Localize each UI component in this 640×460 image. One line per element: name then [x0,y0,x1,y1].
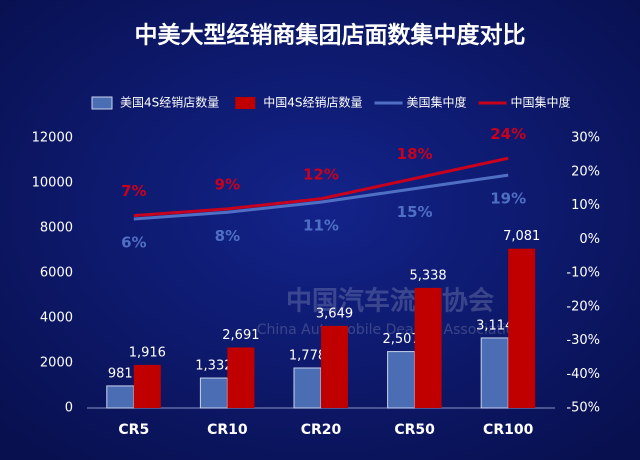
bar [321,325,348,408]
line-value-label: 24% [490,125,526,143]
y-tick-label: 12000 [32,131,73,146]
bar-value-label: 2,507 [382,332,419,347]
line-value-label: 9% [215,175,240,193]
x-tick-label: CR20 [301,422,342,438]
y2-tick-label: -40% [566,367,600,382]
line-value-label: 11% [303,217,339,235]
y2-tick-label: -20% [566,299,600,314]
y2-tick-label: -50% [566,401,600,416]
bar-value-label: 7,081 [503,229,540,244]
line [133,156,509,218]
watermark: 中国汽车流通协会 [286,286,494,317]
line-value-label: 12% [303,165,339,183]
y-tick-label: 0 [65,401,73,416]
x-tick-label: CR5 [118,422,149,438]
line-value-label: 18% [397,145,433,163]
bar [293,367,322,409]
y-tick-label: 8000 [40,221,73,236]
bar-value-label: 1,916 [129,345,166,360]
bar-value-label: 3,649 [316,306,353,321]
y2-tick-label: 10% [571,198,600,213]
line-value-label: 15% [397,203,433,221]
bar [414,287,442,408]
legend-label: 美国集中度 [407,95,467,110]
line [133,173,509,221]
bar-value-label: 1,778 [289,348,326,363]
y-tick-label: 6000 [40,266,73,281]
bar-value-label: 3,114 [476,318,513,333]
bar [106,385,135,409]
bar [387,351,416,409]
bar-value-label: 981 [108,366,133,381]
x-tick-label: CR10 [207,422,248,438]
legend-swatch [91,96,113,110]
chart-title: 中美大型经销商集团店面数集中度对比 [135,22,526,49]
y2-tick-label: 30% [571,131,600,146]
line-value-label: 19% [490,190,526,208]
y-tick-label: 4000 [40,311,73,326]
line-value-label: 7% [121,182,146,200]
x-tick-label: CR100 [483,422,534,438]
bar [227,347,255,408]
y2-tick-label: 20% [571,164,600,179]
line-value-label: 6% [121,234,146,252]
legend-label: 美国4S经销店数量 [120,95,219,110]
y-tick-label: 10000 [32,176,73,191]
bar [133,364,161,408]
legend-label: 中国集中度 [511,95,571,110]
bar-value-label: 1,332 [195,359,232,374]
y-tick-label: 2000 [40,356,73,371]
bar [199,377,228,409]
y2-tick-label: 0% [579,232,600,247]
y2-tick-label: -10% [566,266,600,281]
bar [480,337,509,409]
y2-tick-label: -30% [566,333,600,348]
x-tick-label: CR50 [394,422,435,438]
bar-value-label: 2,691 [222,328,259,343]
legend-swatch [235,97,256,109]
legend-label: 中国4S经销店数量 [263,95,362,110]
line-value-label: 8% [215,227,240,245]
bar [508,248,536,408]
bar-value-label: 5,338 [409,268,446,283]
